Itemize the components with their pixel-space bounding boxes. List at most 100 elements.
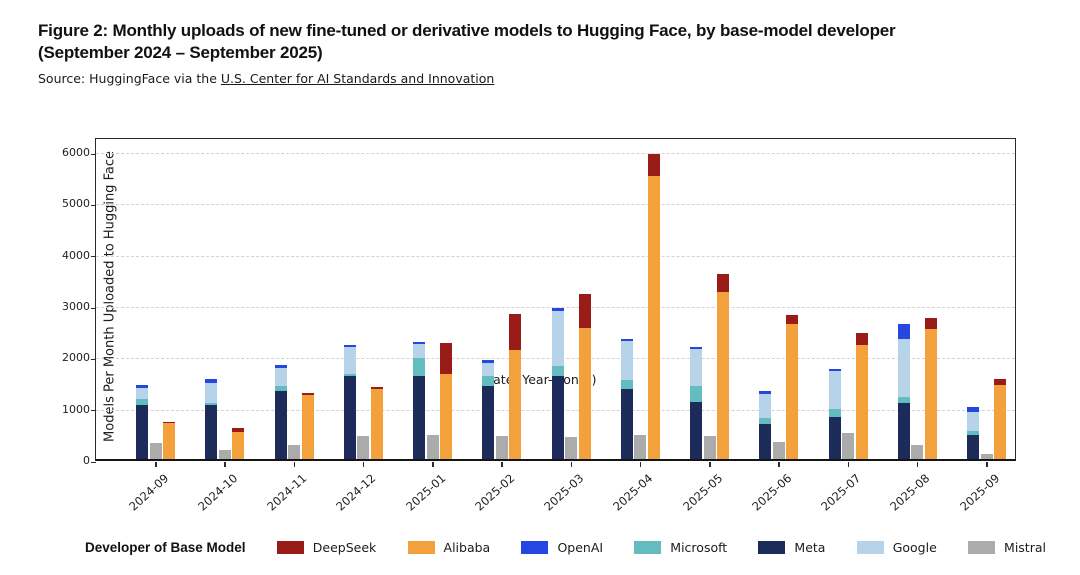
legend-label: Microsoft bbox=[670, 539, 728, 555]
x-tick-label: 2025-05 bbox=[679, 471, 725, 514]
legend-item-deepseek: DeepSeek bbox=[276, 539, 377, 555]
legend-label: Alibaba bbox=[443, 539, 491, 555]
x-tick-mark bbox=[362, 462, 365, 467]
legend-swatch-icon bbox=[856, 540, 884, 554]
bar-segment-2025-02-meta bbox=[482, 386, 495, 459]
x-tick-label: 2025-09 bbox=[956, 471, 1002, 514]
bar-segment-2025-05-google bbox=[690, 348, 702, 387]
x-tick-label: 2025-01 bbox=[402, 471, 448, 514]
bar-segment-2025-07-microsoft bbox=[828, 408, 841, 418]
bar-segment-2025-04-alibaba bbox=[647, 175, 660, 459]
x-tick-mark bbox=[778, 462, 780, 467]
bar-segment-2025-09-meta bbox=[967, 435, 979, 459]
bar-segment-2025-01-alibaba bbox=[440, 374, 452, 459]
bar-segment-2024-10-alibaba bbox=[232, 431, 245, 459]
bar-segment-2024-10-openai bbox=[205, 379, 218, 383]
bar-segment-2025-08-mistral bbox=[911, 445, 924, 459]
x-tick-mark bbox=[570, 462, 572, 467]
legend-label: DeepSeek bbox=[312, 539, 377, 555]
bar-segment-2024-10-microsoft bbox=[205, 402, 218, 406]
bar-segment-2025-08-meta bbox=[897, 402, 910, 459]
bar-segment-2025-08-deepseek bbox=[924, 317, 937, 330]
bar-segment-2024-09-mistral bbox=[149, 443, 162, 459]
figure-title-line1: Figure 2: Monthly uploads of new fine-tu… bbox=[38, 21, 896, 40]
y-tick-label: 0 bbox=[83, 454, 90, 467]
x-tick-label: 2025-02 bbox=[472, 471, 518, 514]
bar-segment-2025-04-openai bbox=[620, 338, 633, 342]
bar-segment-2024-11-mistral bbox=[288, 444, 300, 459]
bar-segment-2024-12-deepseek bbox=[370, 387, 383, 389]
y-tick-label: 1000 bbox=[62, 402, 90, 416]
bar-segment-2025-08-alibaba bbox=[924, 329, 937, 459]
x-tick-label: 2025-06 bbox=[749, 471, 795, 514]
legend-swatch-icon bbox=[407, 540, 435, 554]
x-tick-label: 2025-08 bbox=[887, 471, 933, 514]
figure-title-line2: (September 2024 – September 2025) bbox=[38, 43, 323, 62]
legend-swatch-icon bbox=[634, 540, 662, 554]
bar-segment-2024-09-google bbox=[136, 387, 148, 400]
bar-segment-2025-03-google bbox=[551, 310, 564, 366]
x-tick-mark bbox=[709, 462, 711, 467]
legend-label: Mistral bbox=[1004, 539, 1046, 555]
bar-segment-2025-05-microsoft bbox=[690, 386, 702, 402]
bar-segment-2025-09-openai bbox=[967, 407, 979, 413]
bar-segment-2025-06-mistral bbox=[772, 442, 785, 459]
bar-segment-2024-12-google bbox=[343, 347, 356, 374]
bar-segment-2024-12-meta bbox=[343, 376, 356, 459]
legend-swatch-icon bbox=[968, 540, 996, 554]
gridline-3000 bbox=[96, 307, 1015, 308]
bar-segment-2025-03-deepseek bbox=[578, 293, 591, 329]
y-tick-label: 6000 bbox=[62, 146, 90, 159]
x-tick-label: 2024-10 bbox=[195, 471, 241, 514]
bar-segment-2025-06-alibaba bbox=[786, 324, 799, 459]
bar-segment-2025-09-deepseek bbox=[994, 379, 1006, 386]
y-tick-mark bbox=[91, 307, 96, 309]
bar-segment-2025-04-microsoft bbox=[620, 380, 633, 389]
bar-segment-2025-06-google bbox=[759, 393, 772, 419]
bar-segment-2025-09-google bbox=[967, 412, 979, 432]
bar-segment-2025-07-deepseek bbox=[855, 332, 868, 345]
x-tick-mark bbox=[293, 462, 295, 467]
bar-segment-2024-09-alibaba bbox=[163, 423, 175, 459]
y-tick-mark bbox=[91, 461, 96, 463]
chart-legend: Developer of Base Model DeepSeek Alibaba O… bbox=[85, 536, 1046, 558]
x-tick-label: 2025-04 bbox=[610, 471, 656, 514]
bar-segment-2025-03-meta bbox=[551, 376, 564, 459]
bar-segment-2025-07-meta bbox=[828, 417, 841, 459]
bar-segment-2024-11-google bbox=[274, 367, 287, 386]
bar-segment-2025-06-openai bbox=[759, 390, 772, 394]
bar-segment-2024-10-mistral bbox=[218, 449, 231, 459]
bar-segment-2024-09-microsoft bbox=[136, 399, 148, 405]
bar-segment-2025-07-mistral bbox=[842, 433, 854, 459]
legend-label: Google bbox=[892, 539, 937, 555]
bar-segment-2025-09-mistral bbox=[980, 453, 993, 459]
bar-segment-2025-01-openai bbox=[413, 341, 425, 345]
y-tick-label: 3000 bbox=[62, 300, 90, 313]
legend-swatch-icon bbox=[276, 540, 304, 554]
bar-segment-2025-04-deepseek bbox=[647, 153, 660, 176]
x-tick-mark bbox=[432, 462, 434, 467]
source-link[interactable]: U.S. Center for AI Standards and Innovat… bbox=[220, 71, 495, 86]
x-tick-label: 2025-03 bbox=[541, 471, 587, 514]
bar-segment-2025-04-google bbox=[620, 341, 633, 381]
bar-segment-2025-08-microsoft bbox=[897, 396, 910, 403]
bar-segment-2025-02-google bbox=[482, 362, 495, 377]
x-tick-label: 2024-12 bbox=[333, 471, 379, 514]
bar-segment-2025-09-alibaba bbox=[994, 385, 1006, 459]
source-prefix: Source: HuggingFace via the bbox=[38, 71, 221, 86]
bar-segment-2025-06-microsoft bbox=[759, 418, 772, 424]
y-axis-label: Models Per Month Uploaded to Hugging Fac… bbox=[102, 151, 118, 442]
bar-segment-2025-03-microsoft bbox=[551, 365, 564, 377]
legend-swatch-icon bbox=[758, 540, 786, 554]
chart-plot-area: Models Per Month Uploaded to Hugging Fac… bbox=[62, 138, 1016, 514]
x-axis-label: Date (Year-Month) bbox=[483, 372, 597, 387]
bar-segment-2025-04-mistral bbox=[634, 434, 647, 459]
bar-segment-2025-07-google bbox=[828, 371, 841, 409]
y-tick-mark bbox=[91, 410, 96, 412]
bar-segment-2024-10-google bbox=[205, 382, 218, 403]
bar-segment-2025-01-microsoft bbox=[413, 357, 425, 377]
bar-segment-2025-02-openai bbox=[482, 360, 495, 363]
bar-segment-2025-05-meta bbox=[690, 401, 702, 459]
bar-segment-2025-03-openai bbox=[551, 308, 564, 311]
